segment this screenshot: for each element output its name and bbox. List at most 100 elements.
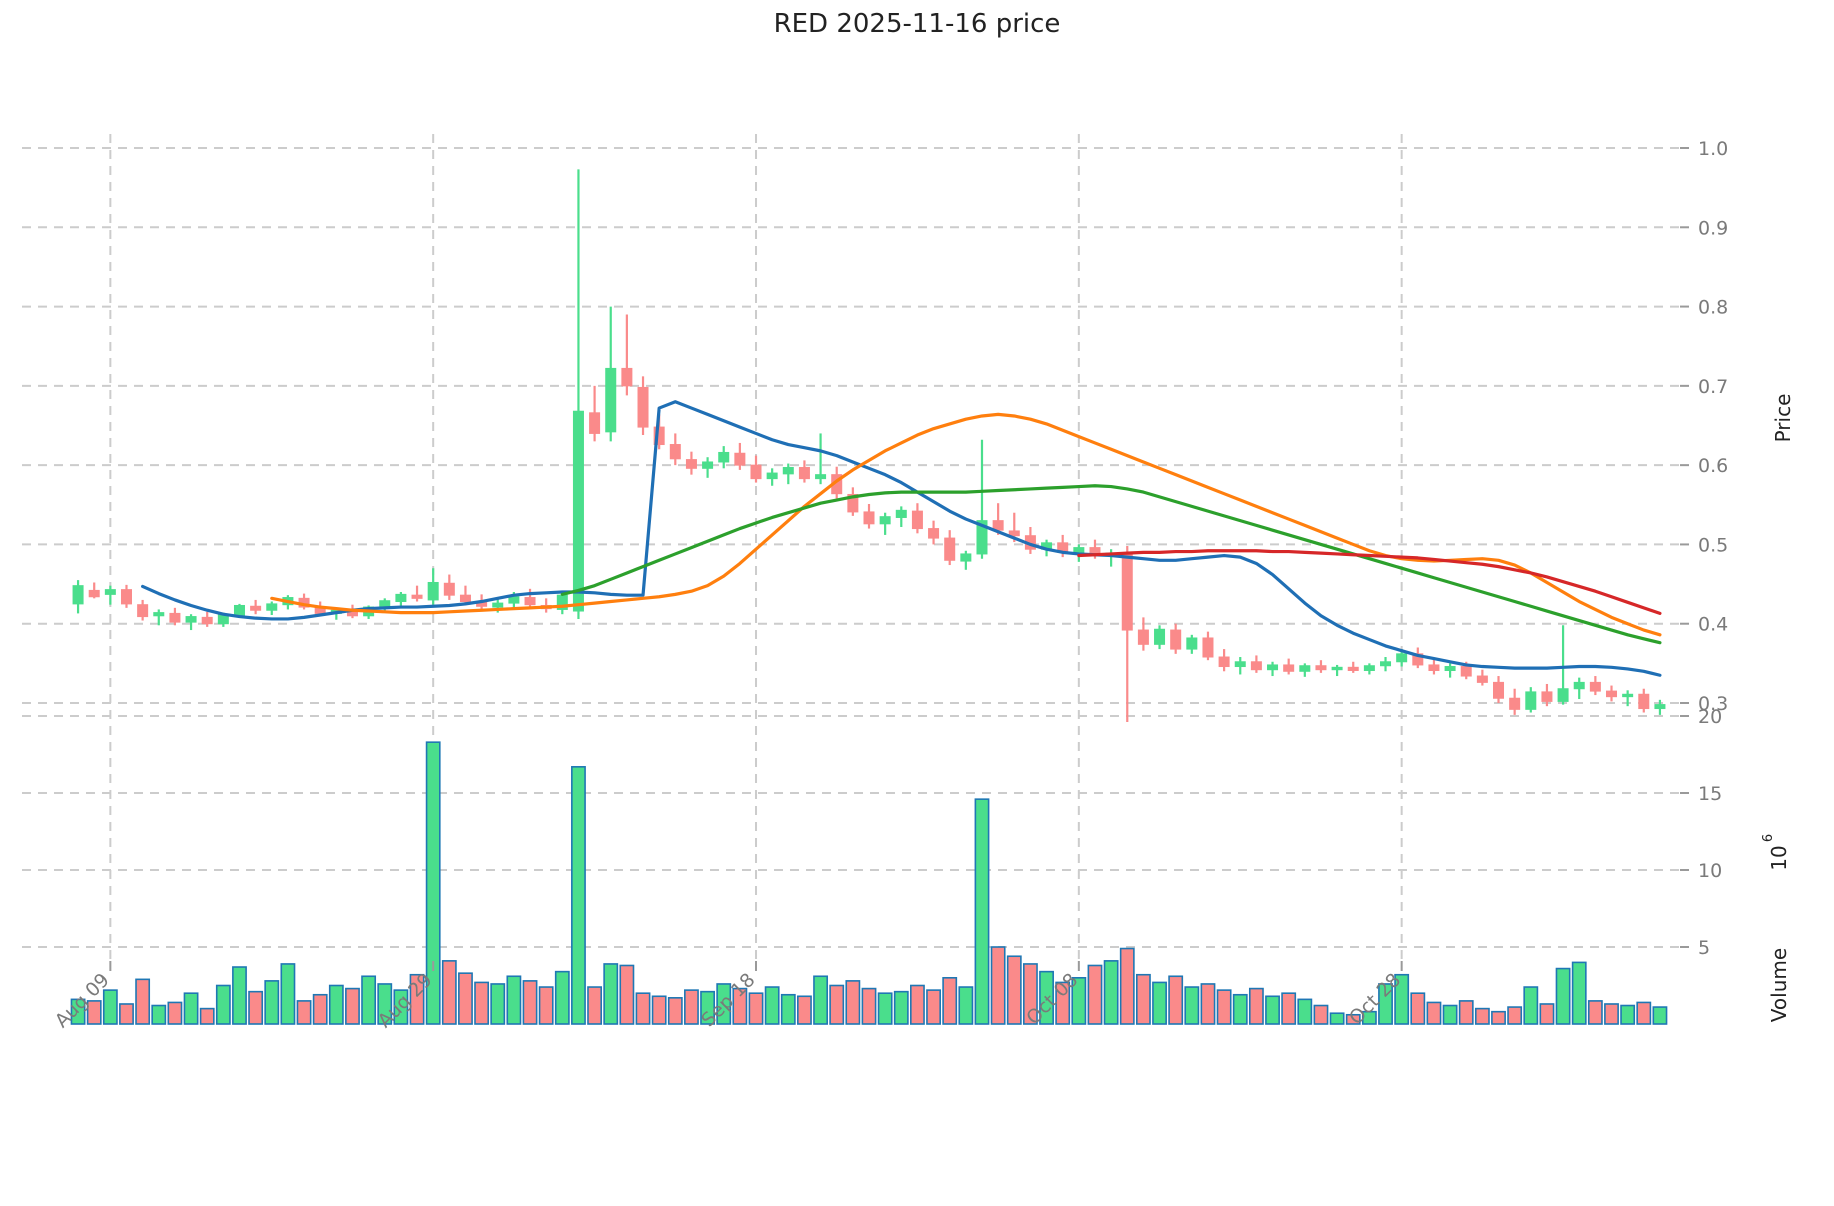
candle-body (766, 472, 778, 480)
volume-bar (1039, 970, 1054, 1025)
volume-tick-label: 20 (1698, 706, 1722, 728)
candle-body (169, 612, 181, 623)
volume-bar (1055, 981, 1071, 1025)
price-tick-label: 0.3 (1698, 693, 1728, 715)
volume-bar (861, 987, 877, 1025)
volume-bar (1587, 1000, 1603, 1025)
price-tick-label: 0.7 (1698, 376, 1728, 398)
volume-bar (1458, 1000, 1474, 1025)
volume-bar (1523, 986, 1539, 1025)
candlesticks (72, 169, 1666, 723)
volume-bar (1361, 1010, 1377, 1025)
volume-axis-exponent-superscript: 6 (1761, 834, 1776, 842)
candle-body (605, 367, 617, 433)
volume-bar (748, 992, 764, 1025)
volume-bar (232, 966, 247, 1025)
candle-body (815, 474, 827, 480)
volume-bar (603, 963, 619, 1025)
volume-bar (409, 973, 425, 1025)
candle-body (1121, 552, 1133, 631)
volume-bar (393, 989, 409, 1025)
candle-body (798, 467, 810, 480)
price-tick-label: 0.9 (1698, 217, 1728, 239)
candle-body (879, 516, 891, 525)
volume-bar (1474, 1007, 1490, 1025)
volume-bar (667, 997, 683, 1025)
candle-body (1186, 637, 1198, 650)
volume-bar (893, 990, 909, 1025)
volume-bar (1006, 955, 1022, 1025)
volume-bar (1491, 1010, 1506, 1025)
candle-body (944, 537, 956, 561)
volume-bar (1119, 947, 1135, 1025)
candle-body (653, 426, 665, 446)
candle-body (1444, 666, 1456, 671)
volume-bar (280, 963, 296, 1025)
candle-body (1380, 661, 1392, 667)
candle-body (1606, 690, 1618, 698)
volume-bar (86, 1000, 102, 1025)
candle-body (1267, 664, 1279, 671)
candle-body (1170, 629, 1182, 650)
candle-body (621, 367, 633, 387)
price-tick-label: 0.4 (1698, 614, 1728, 636)
volume-bar (554, 970, 570, 1025)
volume-bar (1329, 1012, 1345, 1025)
candle-body (1557, 688, 1569, 702)
candle-body (1331, 666, 1343, 671)
volume-bar (70, 998, 86, 1025)
volume-bar (974, 798, 990, 1025)
candle-body (782, 467, 794, 475)
candle-body (702, 461, 714, 469)
volume-bar (183, 992, 199, 1025)
volume-bar (1103, 960, 1119, 1025)
volume-bar (506, 975, 522, 1025)
volume-bar (1216, 989, 1232, 1025)
volume-bar (942, 976, 958, 1025)
candle-body (1476, 675, 1488, 683)
volume-bar (1426, 1001, 1442, 1025)
price-tick-label: 0.8 (1698, 297, 1728, 319)
candle-body (1234, 661, 1246, 668)
volume-bar (1071, 976, 1087, 1025)
volume-bar (1313, 1004, 1329, 1025)
candle-body (1460, 666, 1472, 677)
volume-bar (1022, 963, 1038, 1025)
volume-bar (732, 987, 748, 1025)
volume-bar (1297, 998, 1313, 1025)
candle-body (1525, 691, 1537, 710)
candle-body (104, 589, 116, 595)
candle-body (1202, 637, 1214, 658)
volume-bar (151, 1004, 167, 1025)
candle-body (1283, 664, 1295, 672)
candle-body (250, 605, 262, 611)
volume-axis-label-group: Volume 10 6 (1761, 834, 1791, 1022)
chart-title: RED 2025-11-16 price (774, 9, 1061, 39)
candle-body (459, 594, 471, 603)
volume-bar (361, 975, 377, 1025)
volume-bar (312, 993, 328, 1025)
candle-body (120, 589, 132, 605)
volume-bar (587, 986, 603, 1025)
volume-bar (199, 1007, 215, 1025)
candle-body (1654, 704, 1666, 710)
volume-bar (1152, 981, 1167, 1025)
volume-bar (296, 1000, 312, 1025)
volume-bar (1281, 992, 1297, 1025)
candle-body (718, 451, 730, 463)
volume-bar (215, 984, 231, 1025)
volume-bar (990, 946, 1006, 1025)
gridlines (22, 147, 1680, 948)
candle-body (637, 386, 649, 428)
volume-bar (1394, 973, 1410, 1025)
volume-bar (780, 993, 796, 1025)
candle-body (1396, 653, 1408, 663)
candle-body (685, 459, 697, 469)
candle-body (1250, 661, 1262, 671)
volume-bar (1168, 975, 1184, 1025)
moving-average-lines (141, 400, 1662, 677)
volume-bar (1184, 986, 1200, 1025)
candle-body (1573, 681, 1585, 690)
volume-bar (1345, 1013, 1361, 1025)
